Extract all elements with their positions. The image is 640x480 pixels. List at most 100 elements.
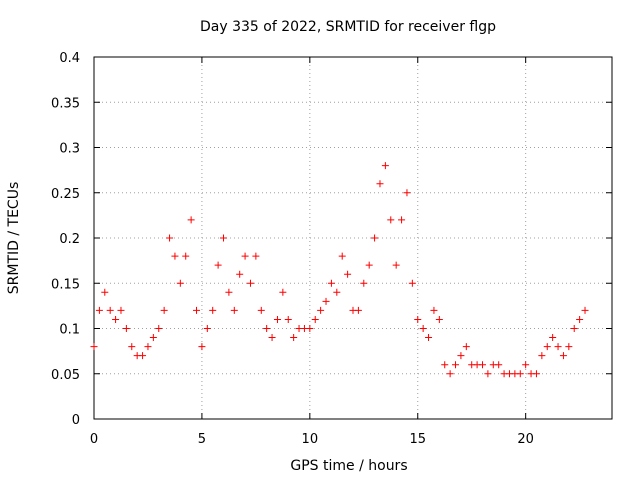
x-tick-label: 0 (90, 432, 98, 447)
data-point (176, 279, 184, 287)
x-axis-label: GPS time / hours (290, 458, 407, 474)
data-point (543, 343, 551, 351)
data-point (236, 270, 244, 278)
data-point (441, 361, 449, 369)
data-point (203, 325, 211, 332)
data-points (90, 162, 589, 378)
data-point (365, 261, 373, 269)
grid (94, 57, 612, 419)
data-point (209, 306, 217, 314)
data-point (193, 306, 201, 314)
data-point (549, 334, 557, 342)
y-tick-label: 0.2 (59, 232, 80, 247)
data-point (106, 306, 114, 314)
data-point (171, 252, 179, 260)
data-point (144, 343, 152, 351)
data-point (122, 325, 130, 332)
data-point (408, 279, 416, 287)
data-point (139, 352, 147, 360)
data-point (581, 306, 589, 314)
data-point (112, 315, 120, 323)
data-point (279, 288, 287, 296)
data-point (263, 325, 271, 332)
data-point (95, 306, 103, 314)
x-tick-label: 5 (198, 432, 206, 447)
data-point (522, 361, 530, 369)
data-point (268, 334, 276, 342)
data-point (230, 306, 238, 314)
data-point (166, 234, 174, 242)
axis-ticks: 0 5 10 15 20 0 0.05 0.1 0.15 0.2 0.25 0.3 0.35 0.4 (51, 51, 612, 447)
data-point (457, 352, 465, 360)
data-point (376, 180, 384, 188)
data-point (425, 334, 433, 342)
data-point (333, 288, 341, 296)
data-point (565, 343, 573, 351)
data-point (257, 306, 265, 314)
data-point (101, 288, 109, 296)
y-tick-label: 0 (72, 413, 80, 428)
data-point (117, 306, 125, 314)
data-point (246, 279, 254, 287)
y-tick-label: 0.25 (51, 187, 80, 202)
data-point (327, 279, 335, 287)
data-point (317, 306, 325, 314)
data-point (273, 315, 281, 323)
data-point (495, 361, 503, 369)
data-point (392, 261, 400, 269)
data-point (398, 216, 406, 224)
data-point (220, 234, 227, 242)
data-point (576, 315, 584, 323)
data-point (252, 252, 260, 260)
data-point (149, 334, 157, 342)
data-point (435, 315, 443, 323)
data-point (484, 370, 492, 378)
data-point (128, 343, 136, 351)
data-point (354, 306, 362, 314)
y-tick-label: 0.15 (51, 277, 80, 292)
data-point (381, 162, 389, 170)
x-tick-label: 15 (409, 432, 426, 447)
data-point (198, 343, 206, 351)
data-point (182, 252, 190, 260)
data-point (90, 343, 98, 351)
data-point (155, 325, 163, 332)
x-tick-label: 10 (302, 432, 319, 447)
data-point (516, 370, 524, 378)
data-point (160, 306, 168, 314)
data-point (414, 315, 422, 323)
data-point (306, 325, 314, 332)
x-tick-label: 20 (517, 432, 534, 447)
y-tick-label: 0.4 (59, 51, 80, 66)
data-point (538, 352, 546, 360)
data-point (554, 343, 562, 351)
data-point (322, 297, 330, 305)
data-point (187, 216, 195, 224)
data-point (214, 261, 222, 269)
data-point (311, 315, 319, 323)
data-point (284, 315, 292, 323)
data-point (419, 325, 427, 332)
data-point (387, 216, 395, 224)
data-point (290, 334, 298, 342)
y-tick-label: 0.35 (51, 96, 80, 111)
data-point (430, 306, 438, 314)
data-point (344, 270, 352, 278)
data-point (241, 252, 249, 260)
data-point (462, 343, 470, 351)
data-point (532, 370, 540, 378)
chart-title: Day 335 of 2022, SRMTID for receiver flg… (200, 19, 496, 35)
y-tick-label: 0.1 (59, 323, 80, 338)
y-tick-label: 0.3 (59, 142, 80, 157)
data-point (446, 370, 454, 378)
data-point (360, 279, 368, 287)
data-point (479, 361, 486, 369)
y-axis-label: SRMTID / TECUs (6, 182, 22, 295)
data-point (452, 361, 460, 369)
y-tick-label: 0.05 (51, 368, 80, 383)
data-point (403, 189, 411, 197)
data-point (371, 234, 379, 242)
data-point (570, 325, 578, 332)
data-point (559, 352, 567, 360)
